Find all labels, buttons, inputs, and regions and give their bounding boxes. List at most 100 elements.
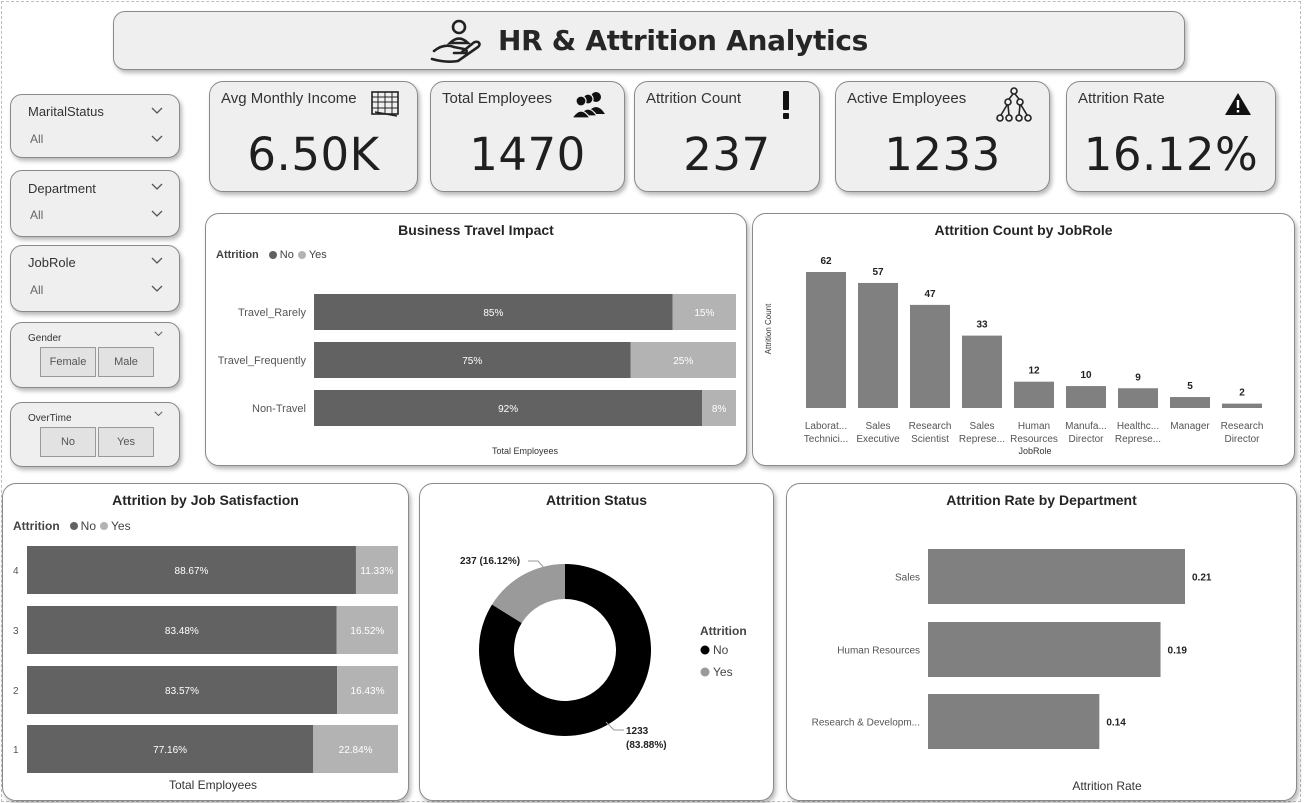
slicer-value[interactable]: All bbox=[30, 132, 44, 146]
data-label: 8% bbox=[712, 404, 727, 415]
chevron-down-icon[interactable] bbox=[151, 107, 163, 115]
x-axis-title: Attrition Rate bbox=[1072, 779, 1142, 793]
data-label: 0.21 bbox=[1192, 573, 1212, 584]
bar-segment-yes bbox=[337, 666, 398, 714]
category-label: 2 bbox=[13, 686, 19, 697]
bar-segment-yes bbox=[355, 546, 398, 594]
category-label: Human Resources bbox=[837, 646, 920, 657]
chevron-down-icon[interactable] bbox=[151, 257, 163, 265]
category-label: Travel_Frequently bbox=[218, 355, 307, 367]
tick-label: Manager bbox=[1170, 421, 1210, 432]
bar bbox=[928, 694, 1100, 749]
x-axis-title: Total Employees bbox=[169, 778, 257, 792]
data-label: 85% bbox=[483, 308, 503, 319]
legend-yes-dot bbox=[100, 522, 108, 530]
data-label: 57 bbox=[872, 267, 884, 278]
bar bbox=[928, 622, 1161, 677]
chevron-down-icon[interactable] bbox=[151, 285, 163, 293]
bar-segment-no bbox=[314, 294, 673, 330]
bar bbox=[858, 282, 898, 408]
kpi-value: 16.12% bbox=[1083, 128, 1259, 181]
data-label: 22.84% bbox=[339, 745, 373, 756]
tick-label: Resources bbox=[1010, 434, 1058, 445]
kpi-card-attrition-rate: Attrition Rate 16.12% bbox=[1066, 81, 1276, 192]
department-chart: Sales 0.21 Human Resources 0.19 Research & D… bbox=[812, 549, 1212, 793]
bar bbox=[1222, 403, 1262, 408]
chevron-down-icon[interactable] bbox=[151, 183, 163, 191]
bar-segment-no bbox=[27, 725, 314, 773]
chevron-down-icon[interactable] bbox=[151, 210, 163, 218]
people-icon bbox=[572, 92, 605, 118]
legend-yes: Yes bbox=[111, 519, 131, 533]
legend-title: Attrition bbox=[13, 519, 60, 533]
kpi-value: 237 bbox=[683, 128, 771, 181]
data-label: 2 bbox=[1239, 388, 1245, 399]
bar-segment-yes bbox=[313, 725, 398, 773]
kpi-label: Attrition Rate bbox=[1078, 90, 1165, 107]
category-label: 3 bbox=[13, 626, 19, 637]
slicer-label: Gender bbox=[28, 333, 62, 344]
chevron-down-icon[interactable] bbox=[154, 411, 163, 417]
slicer-value[interactable]: All bbox=[30, 283, 44, 297]
tick-label: Represe... bbox=[1115, 434, 1161, 445]
legend-no: No bbox=[279, 249, 294, 261]
data-label: 237 (16.12%) bbox=[460, 556, 520, 567]
tick-label: Director bbox=[1224, 434, 1260, 445]
slicer-jobrole[interactable]: JobRole All bbox=[10, 245, 180, 312]
slicer-label: JobRole bbox=[28, 255, 76, 270]
data-label: 88.67% bbox=[175, 566, 209, 577]
slicer-overtime[interactable]: OverTime No Yes bbox=[10, 402, 180, 467]
bar-segment-no bbox=[314, 390, 703, 426]
bar-segment-no bbox=[27, 666, 338, 714]
tick-label: Executive bbox=[856, 434, 900, 445]
data-label: 77.16% bbox=[153, 745, 187, 756]
kpi-card-avg-monthly-income: Avg Monthly Income 6.50K bbox=[209, 81, 418, 192]
chart-title: Attrition Rate by Department bbox=[946, 492, 1137, 508]
bar-segment-no bbox=[27, 546, 356, 594]
data-label: 0.14 bbox=[1106, 718, 1126, 729]
legend-no-dot bbox=[700, 645, 710, 655]
data-label: 10 bbox=[1080, 370, 1092, 381]
legend-no: No bbox=[80, 519, 96, 533]
leader-line bbox=[528, 560, 545, 569]
report-title: HR & Attrition Analytics bbox=[497, 24, 869, 57]
data-label: 92% bbox=[498, 404, 518, 415]
kpi-card-total-employees: Total Employees 1470 bbox=[430, 81, 625, 192]
bar-segment-yes bbox=[336, 606, 398, 654]
overtime-no-button[interactable]: No bbox=[40, 427, 96, 457]
category-label: Non-Travel bbox=[252, 403, 306, 415]
tick-label: Healthc... bbox=[1117, 421, 1159, 432]
chart-title: Business Travel Impact bbox=[398, 222, 554, 238]
data-label: 0.19 bbox=[1168, 646, 1188, 657]
chevron-down-icon[interactable] bbox=[151, 135, 163, 143]
slicer-value[interactable]: All bbox=[30, 208, 44, 222]
legend: Attrition No Yes bbox=[216, 249, 327, 261]
slicer-gender[interactable]: Gender Female Male bbox=[10, 322, 180, 388]
tick-label: Sales bbox=[969, 421, 994, 432]
tick-label: Research bbox=[1221, 421, 1264, 432]
overtime-yes-button[interactable]: Yes bbox=[98, 427, 154, 457]
gender-female-button[interactable]: Female bbox=[40, 347, 96, 377]
chart-title: Attrition Status bbox=[545, 492, 648, 508]
bar bbox=[806, 272, 846, 408]
data-label: 16.43% bbox=[351, 686, 385, 697]
bar-segment-no bbox=[27, 606, 337, 654]
data-label: 47 bbox=[924, 289, 936, 300]
chevron-down-icon[interactable] bbox=[154, 331, 163, 337]
donut-slice-yes bbox=[492, 564, 565, 624]
kpi-label: Active Employees bbox=[847, 90, 967, 107]
tick-label: Research bbox=[909, 421, 952, 432]
chart-title: Attrition Count by JobRole bbox=[934, 222, 1113, 238]
slicer-department[interactable]: Department All bbox=[10, 170, 180, 237]
bar-segment-no bbox=[314, 342, 631, 378]
job-satisfaction-chart: 4 88.67% 11.33% 3 83.48% 16.52% 2 83.57% 16.43% 1… bbox=[13, 546, 398, 792]
data-label: 75% bbox=[462, 356, 482, 367]
x-axis-title: JobRole bbox=[1018, 446, 1051, 456]
kpi-value: 1470 bbox=[469, 128, 586, 181]
slicer-marital-status[interactable]: MaritalStatus All bbox=[10, 94, 180, 158]
data-label: 25% bbox=[673, 356, 693, 367]
data-label: 11.33% bbox=[360, 566, 393, 577]
gender-male-button[interactable]: Male bbox=[98, 347, 154, 377]
kpi-card-active-employees: Active Employees 1233 bbox=[835, 81, 1050, 192]
data-label: 16.52% bbox=[350, 626, 384, 637]
